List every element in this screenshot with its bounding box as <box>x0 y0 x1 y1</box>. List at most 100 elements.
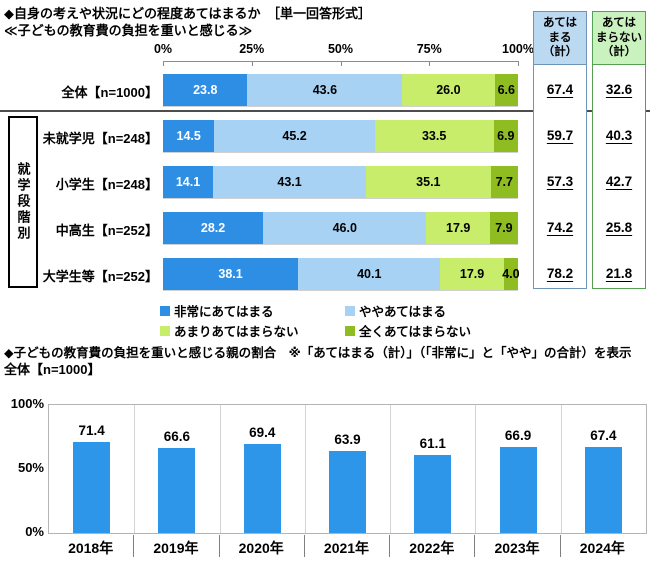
bar-segment: 7.7 <box>490 166 518 198</box>
x-axis-separator <box>218 535 220 557</box>
x-axis-tick-label: 75% <box>416 42 442 56</box>
x-axis-tick-mark <box>429 61 431 66</box>
trend-bar-value: 69.4 <box>249 425 276 441</box>
stacked-bar: 14.1 43.1 35.1 7.7 <box>163 166 518 198</box>
year-label: 2023年 <box>494 540 540 556</box>
year-label: 2021年 <box>323 540 370 556</box>
bar-segment: 43.6 <box>247 74 403 106</box>
y-axis-tick-label: 0% <box>25 524 44 539</box>
plot-gridline <box>134 405 136 533</box>
x-axis-tick-mark <box>163 61 164 66</box>
bar-segment: 26.0 <box>402 74 495 106</box>
y-axis-tick-label: 100% <box>10 396 44 411</box>
legend-swatch <box>160 305 170 316</box>
trend-bar <box>158 447 196 533</box>
category-label: 全体【n=1000】 <box>61 85 158 100</box>
bar-segment: 14.1 <box>163 166 214 198</box>
x-axis-separator <box>133 535 135 557</box>
summary-disagree-header: あては まらない （計） <box>593 12 645 65</box>
bar-segment: 35.1 <box>366 166 491 198</box>
legend-label: 全くあてはまらない <box>359 325 472 339</box>
x-axis-tick-label: 0% <box>153 42 173 56</box>
bar-segment: 17.9 <box>440 258 504 290</box>
bar-segment: 43.1 <box>213 166 367 198</box>
x-axis-separator <box>303 535 305 557</box>
category-label: 中高生【n=252】 <box>55 223 158 238</box>
summary-value: 57.3 <box>546 174 574 189</box>
legend-item: あまりあてはまらない <box>160 321 299 340</box>
survey-chart-title: ◆自身の考えや状況にどの程度あてはまるか ［単一回答形式］ <box>4 6 371 21</box>
trend-chart-title: ◆子どもの教育費の負担を重いと感じる親の割合 ※「あてはまる（計）」（「非常に」… <box>4 346 632 360</box>
summary-value: 74.2 <box>546 220 574 235</box>
bar-segment: 45.2 <box>214 120 375 152</box>
trend-bar <box>414 454 452 533</box>
summary-value: 78.2 <box>546 266 574 281</box>
category-label: 大学生等【n=252】 <box>42 269 158 284</box>
summary-value: 67.4 <box>546 82 574 97</box>
plot-gridline <box>219 405 221 533</box>
plot-gridline <box>560 405 562 533</box>
trend-bar <box>73 441 111 533</box>
plot-gridline <box>304 405 306 533</box>
bar-segment: 38.1 <box>163 258 299 290</box>
x-axis-tick-label: 100% <box>502 42 534 56</box>
legend-label: ややあてはまる <box>359 305 447 319</box>
trend-bar <box>243 444 281 533</box>
bar-segment: 7.9 <box>489 212 518 244</box>
year-label: 2020年 <box>238 540 284 556</box>
summary-value: 40.3 <box>605 128 633 143</box>
trend-bar-value: 66.6 <box>163 428 191 444</box>
year-label: 2018年 <box>68 540 114 556</box>
trend-bar-value: 61.1 <box>419 435 446 451</box>
legend-label: あまりあてはまらない <box>174 325 299 339</box>
group-separator-line <box>0 110 650 112</box>
bar-segment: 4.0 <box>502 258 520 290</box>
summary-value: 59.7 <box>546 128 574 143</box>
stacked-bar: 38.1 40.1 17.9 4.0 <box>163 258 520 290</box>
legend-swatch <box>345 305 355 316</box>
summary-value: 25.8 <box>605 220 633 235</box>
summary-value: 32.6 <box>605 82 633 97</box>
bar-segment: 14.5 <box>163 120 215 152</box>
x-axis-separator <box>474 535 476 557</box>
group-label: 就学段階別 <box>15 162 31 242</box>
bar-segment: 33.5 <box>374 120 494 152</box>
summary-agree-header: あては まる （計） <box>534 12 586 65</box>
stacked-bar: 28.2 46.0 17.9 7.9 <box>163 212 518 244</box>
summary-value: 42.7 <box>605 174 633 189</box>
plot-gridline <box>475 405 477 533</box>
legend-swatch <box>160 325 170 336</box>
group-label-box: 就学段階別 <box>8 116 38 288</box>
summary-agree-column: あては まる （計） 67.4 59.7 57.3 74.2 78.2 <box>533 11 587 289</box>
x-axis-tick-mark <box>251 61 253 66</box>
x-axis-separator <box>389 535 391 557</box>
bar-segment: 23.8 <box>163 74 248 106</box>
trend-bar-value: 67.4 <box>590 427 617 443</box>
legend-swatch <box>345 325 355 336</box>
trend-bar-value: 66.9 <box>504 428 532 444</box>
year-label: 2022年 <box>409 540 455 556</box>
category-label: 未就学児【n=248】 <box>42 131 158 146</box>
category-label: 小学生【n=248】 <box>55 177 158 192</box>
year-label: 2024年 <box>579 540 625 556</box>
summary-disagree-column: あては まらない （計） 32.6 40.3 42.7 25.8 21.8 <box>592 11 646 289</box>
trend-bar <box>499 447 537 533</box>
bar-segment: 6.6 <box>494 74 518 106</box>
trend-bar-value: 71.4 <box>78 422 105 438</box>
legend-item: ややあてはまる <box>345 301 446 320</box>
trend-plot-area: 71.4 66.6 69.4 63.9 61.1 66.9 67.4 <box>48 404 647 534</box>
trend-chart-subtitle: 全体【n=1000】 <box>4 362 101 377</box>
survey-chart-subtitle: ≪子どもの教育費の負担を重いと感じる≫ <box>4 23 253 38</box>
x-axis-separator <box>559 535 561 557</box>
legend-item: 全くあてはまらない <box>345 321 471 340</box>
trend-bar <box>329 451 366 533</box>
bar-segment: 28.2 <box>163 212 264 244</box>
bar-segment: 17.9 <box>426 212 490 244</box>
bar-segment: 6.9 <box>493 120 519 152</box>
y-axis-tick-label: 50% <box>17 460 44 475</box>
year-label: 2019年 <box>153 540 199 556</box>
legend-label: 非常にあてはまる <box>174 305 274 319</box>
x-axis-tick-label: 50% <box>327 42 354 56</box>
bar-segment: 46.0 <box>263 212 427 244</box>
